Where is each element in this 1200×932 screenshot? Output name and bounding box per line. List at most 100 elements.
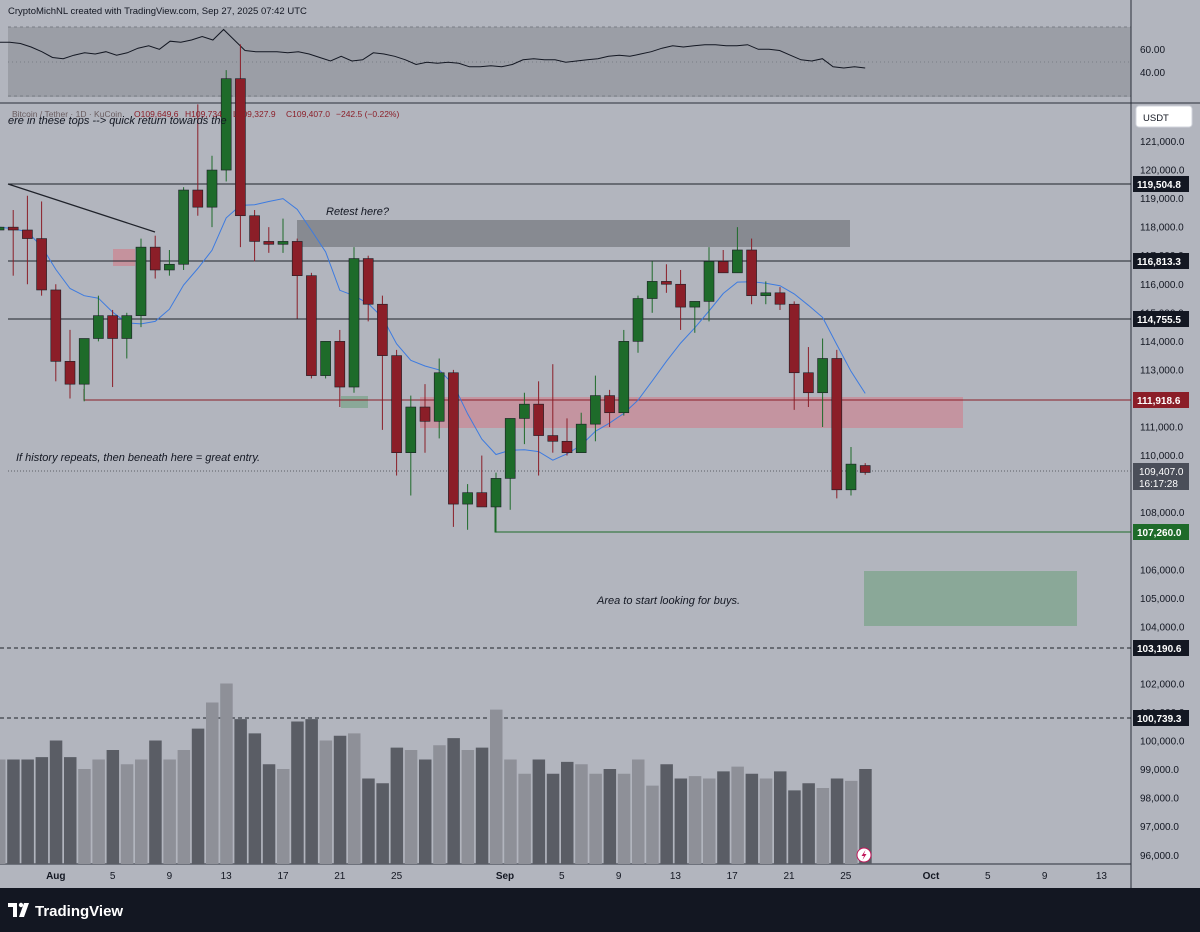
price-tick-label: 106,000.0 <box>1140 565 1185 576</box>
level-line-107260[interactable] <box>494 505 1131 533</box>
candle-body[interactable] <box>661 281 672 285</box>
candle-body[interactable] <box>164 263 175 271</box>
footer-brand[interactable]: TradingView <box>35 903 123 920</box>
candle-body[interactable] <box>490 478 502 508</box>
candle-body[interactable] <box>135 246 147 316</box>
candlesticks[interactable] <box>0 44 871 533</box>
candle-body[interactable] <box>107 315 118 339</box>
downtrend-line[interactable] <box>7 183 156 233</box>
candle-body[interactable] <box>845 463 857 491</box>
candle-body[interactable] <box>433 372 445 422</box>
candle-body[interactable] <box>547 435 559 442</box>
candle-body[interactable] <box>121 315 133 339</box>
time-tick-label: 5 <box>559 871 565 882</box>
price-tick-label: 121,000.0 <box>1140 137 1185 148</box>
candle-body[interactable] <box>760 292 772 296</box>
candle-body[interactable] <box>831 358 843 491</box>
lightning-icon-glyph[interactable] <box>861 850 867 860</box>
candle-body[interactable] <box>618 341 630 414</box>
volume-bar <box>348 733 361 864</box>
price-tick-label: 105,000.0 <box>1140 594 1185 605</box>
candle-body[interactable] <box>36 238 47 291</box>
candle-body[interactable] <box>774 292 786 305</box>
candle-body[interactable] <box>519 403 530 419</box>
candle-body[interactable] <box>348 258 360 388</box>
candle-body[interactable] <box>604 395 615 414</box>
annotation-top-note[interactable]: ere in these tops --> quick return towar… <box>8 115 227 127</box>
candle-body[interactable] <box>646 281 658 299</box>
candle-body[interactable] <box>320 341 331 376</box>
candle-body[interactable] <box>732 249 743 274</box>
retest-zone[interactable] <box>297 220 850 247</box>
price-tick-label: 120,000.0 <box>1140 166 1185 177</box>
candle-body[interactable] <box>64 361 76 385</box>
lightning-icon[interactable] <box>856 847 872 863</box>
candle-body[interactable] <box>703 261 715 302</box>
candle-body[interactable] <box>405 406 417 453</box>
candle-body[interactable] <box>50 289 62 362</box>
buy-zone[interactable] <box>864 571 1077 626</box>
candle-body[interactable] <box>362 258 374 305</box>
candle-body[interactable] <box>632 298 644 342</box>
candle-body[interactable] <box>306 275 317 376</box>
small-zone-top-left <box>113 249 135 266</box>
candle-body[interactable] <box>689 301 701 308</box>
candle-body[interactable] <box>391 355 402 453</box>
candle-body[interactable] <box>7 226 19 231</box>
volume-bar <box>78 769 91 864</box>
volume-bar <box>177 750 191 864</box>
candle-body[interactable] <box>78 338 90 385</box>
rsi-pane[interactable]: 60.00 40.00 <box>0 26 1165 97</box>
volume-bar <box>745 773 759 864</box>
candle-body[interactable] <box>575 423 587 453</box>
rsi-axis: 60.00 40.00 <box>1140 45 1165 79</box>
candle-body[interactable] <box>192 189 204 208</box>
price-label-119504: 119,504.8 <box>1137 180 1181 191</box>
candle-body[interactable] <box>22 229 33 239</box>
candle-body[interactable] <box>334 341 346 388</box>
rsi-line <box>0 28 866 69</box>
time-axis[interactable]: Aug 5 9 13 17 21 25 Sep 5 9 13 17 21 25 Oct 5 9 13 <box>46 871 1107 882</box>
resistance-zone[interactable] <box>420 397 963 428</box>
candle-body[interactable] <box>149 246 161 271</box>
candle-body[interactable] <box>291 241 303 276</box>
candle-body[interactable] <box>746 249 757 296</box>
annotation-retest[interactable]: Retest here? <box>326 206 390 218</box>
candle-body[interactable] <box>263 241 275 245</box>
candle-body[interactable] <box>590 395 601 425</box>
candle-body[interactable] <box>817 358 828 394</box>
candle-body[interactable] <box>178 189 189 265</box>
candle-body[interactable] <box>859 465 871 473</box>
candle-body[interactable] <box>93 315 104 339</box>
candle-body[interactable] <box>561 440 573 453</box>
candle-body[interactable] <box>277 241 289 245</box>
price-tick-label: 110,000.0 <box>1140 451 1184 462</box>
candle-body[interactable] <box>675 283 686 308</box>
currency-button-label[interactable]: USDT <box>1143 113 1169 124</box>
currency-button[interactable]: USDT <box>1135 105 1193 128</box>
candle-body[interactable] <box>462 492 473 505</box>
candle-body[interactable] <box>504 418 516 479</box>
candle-body[interactable] <box>533 403 544 436</box>
candle-body[interactable] <box>788 303 800 374</box>
candle-body[interactable] <box>476 492 488 508</box>
candle-body[interactable] <box>220 78 232 171</box>
candle-body[interactable] <box>206 169 218 208</box>
annotation-buy-area[interactable]: Area to start looking for buys. <box>596 595 740 607</box>
time-tick-label: 13 <box>670 871 682 882</box>
candle-body[interactable] <box>448 372 459 505</box>
annotation-history[interactable]: If history repeats, then beneath here = … <box>16 452 260 464</box>
candle-body[interactable] <box>249 215 260 242</box>
candle-body[interactable] <box>0 226 5 231</box>
candle-body[interactable] <box>235 78 246 217</box>
currency-button-bg[interactable] <box>1135 105 1193 128</box>
candle-body[interactable] <box>803 372 814 394</box>
volume-bars <box>0 683 872 864</box>
price-tick-label: 113,000.0 <box>1140 365 1184 376</box>
candle-body[interactable] <box>419 406 431 422</box>
candle-body[interactable] <box>377 303 388 356</box>
tradingview-logo[interactable]: TradingView <box>8 902 123 920</box>
volume-bar <box>688 776 702 864</box>
candle-body[interactable] <box>717 261 729 274</box>
